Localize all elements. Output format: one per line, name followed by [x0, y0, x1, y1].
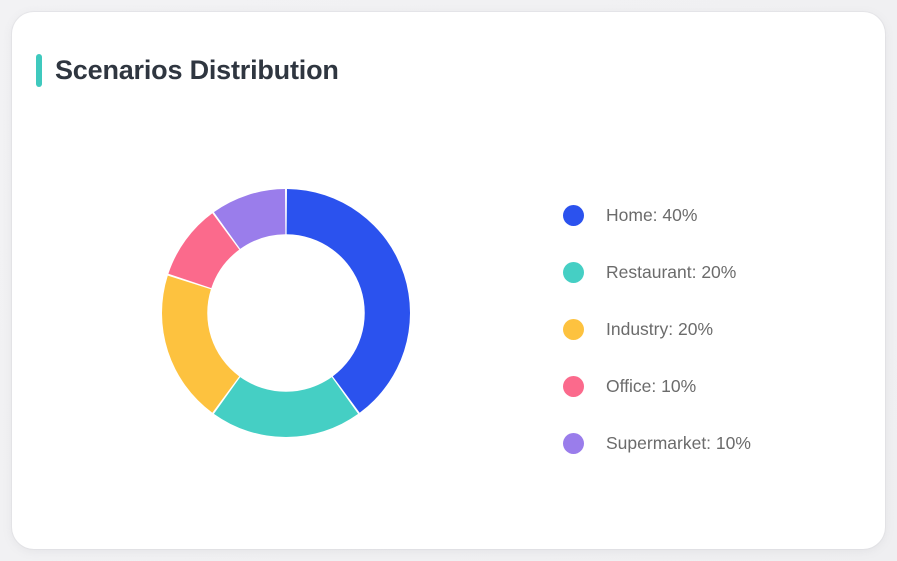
legend-item-home[interactable]: Home: 40%: [563, 187, 863, 244]
legend-item-supermarket[interactable]: Supermarket: 10%: [563, 415, 863, 472]
donut-chart: [162, 189, 410, 437]
card-header: Scenarios Distribution: [36, 53, 339, 87]
legend-item-industry[interactable]: Industry: 20%: [563, 301, 863, 358]
legend-color-dot-home: [563, 205, 584, 226]
title-accent-bar: [36, 53, 42, 87]
page-title: Scenarios Distribution: [55, 54, 339, 85]
legend-label-supermarket: Supermarket: 10%: [606, 433, 751, 453]
legend-color-dot-supermarket: [563, 433, 584, 454]
legend-color-dot-industry: [563, 319, 584, 340]
legend-item-office[interactable]: Office: 10%: [563, 358, 863, 415]
legend-color-dot-restaurant: [563, 262, 584, 283]
donut-slice-supermarket[interactable]: [213, 189, 286, 249]
donut-slice-home[interactable]: [286, 189, 410, 413]
donut-slice-restaurant[interactable]: [213, 377, 359, 437]
donut-slice-office[interactable]: [168, 213, 240, 289]
donut-chart-svg: [162, 189, 410, 437]
donut-slice-industry[interactable]: [162, 275, 240, 413]
chart-area: Home: 40% Restaurant: 20% Industry: 20% Off…: [12, 112, 885, 512]
chart-legend: Home: 40% Restaurant: 20% Industry: 20% Off…: [563, 187, 863, 472]
scenarios-distribution-card: Scenarios Distribution Home: 40% Restaura…: [12, 12, 885, 549]
legend-label-office: Office: 10%: [606, 376, 697, 396]
legend-item-restaurant[interactable]: Restaurant: 20%: [563, 244, 863, 301]
legend-label-home: Home: 40%: [606, 205, 698, 225]
legend-label-industry: Industry: 20%: [606, 319, 713, 339]
legend-label-restaurant: Restaurant: 20%: [606, 262, 737, 282]
legend-color-dot-office: [563, 376, 584, 397]
